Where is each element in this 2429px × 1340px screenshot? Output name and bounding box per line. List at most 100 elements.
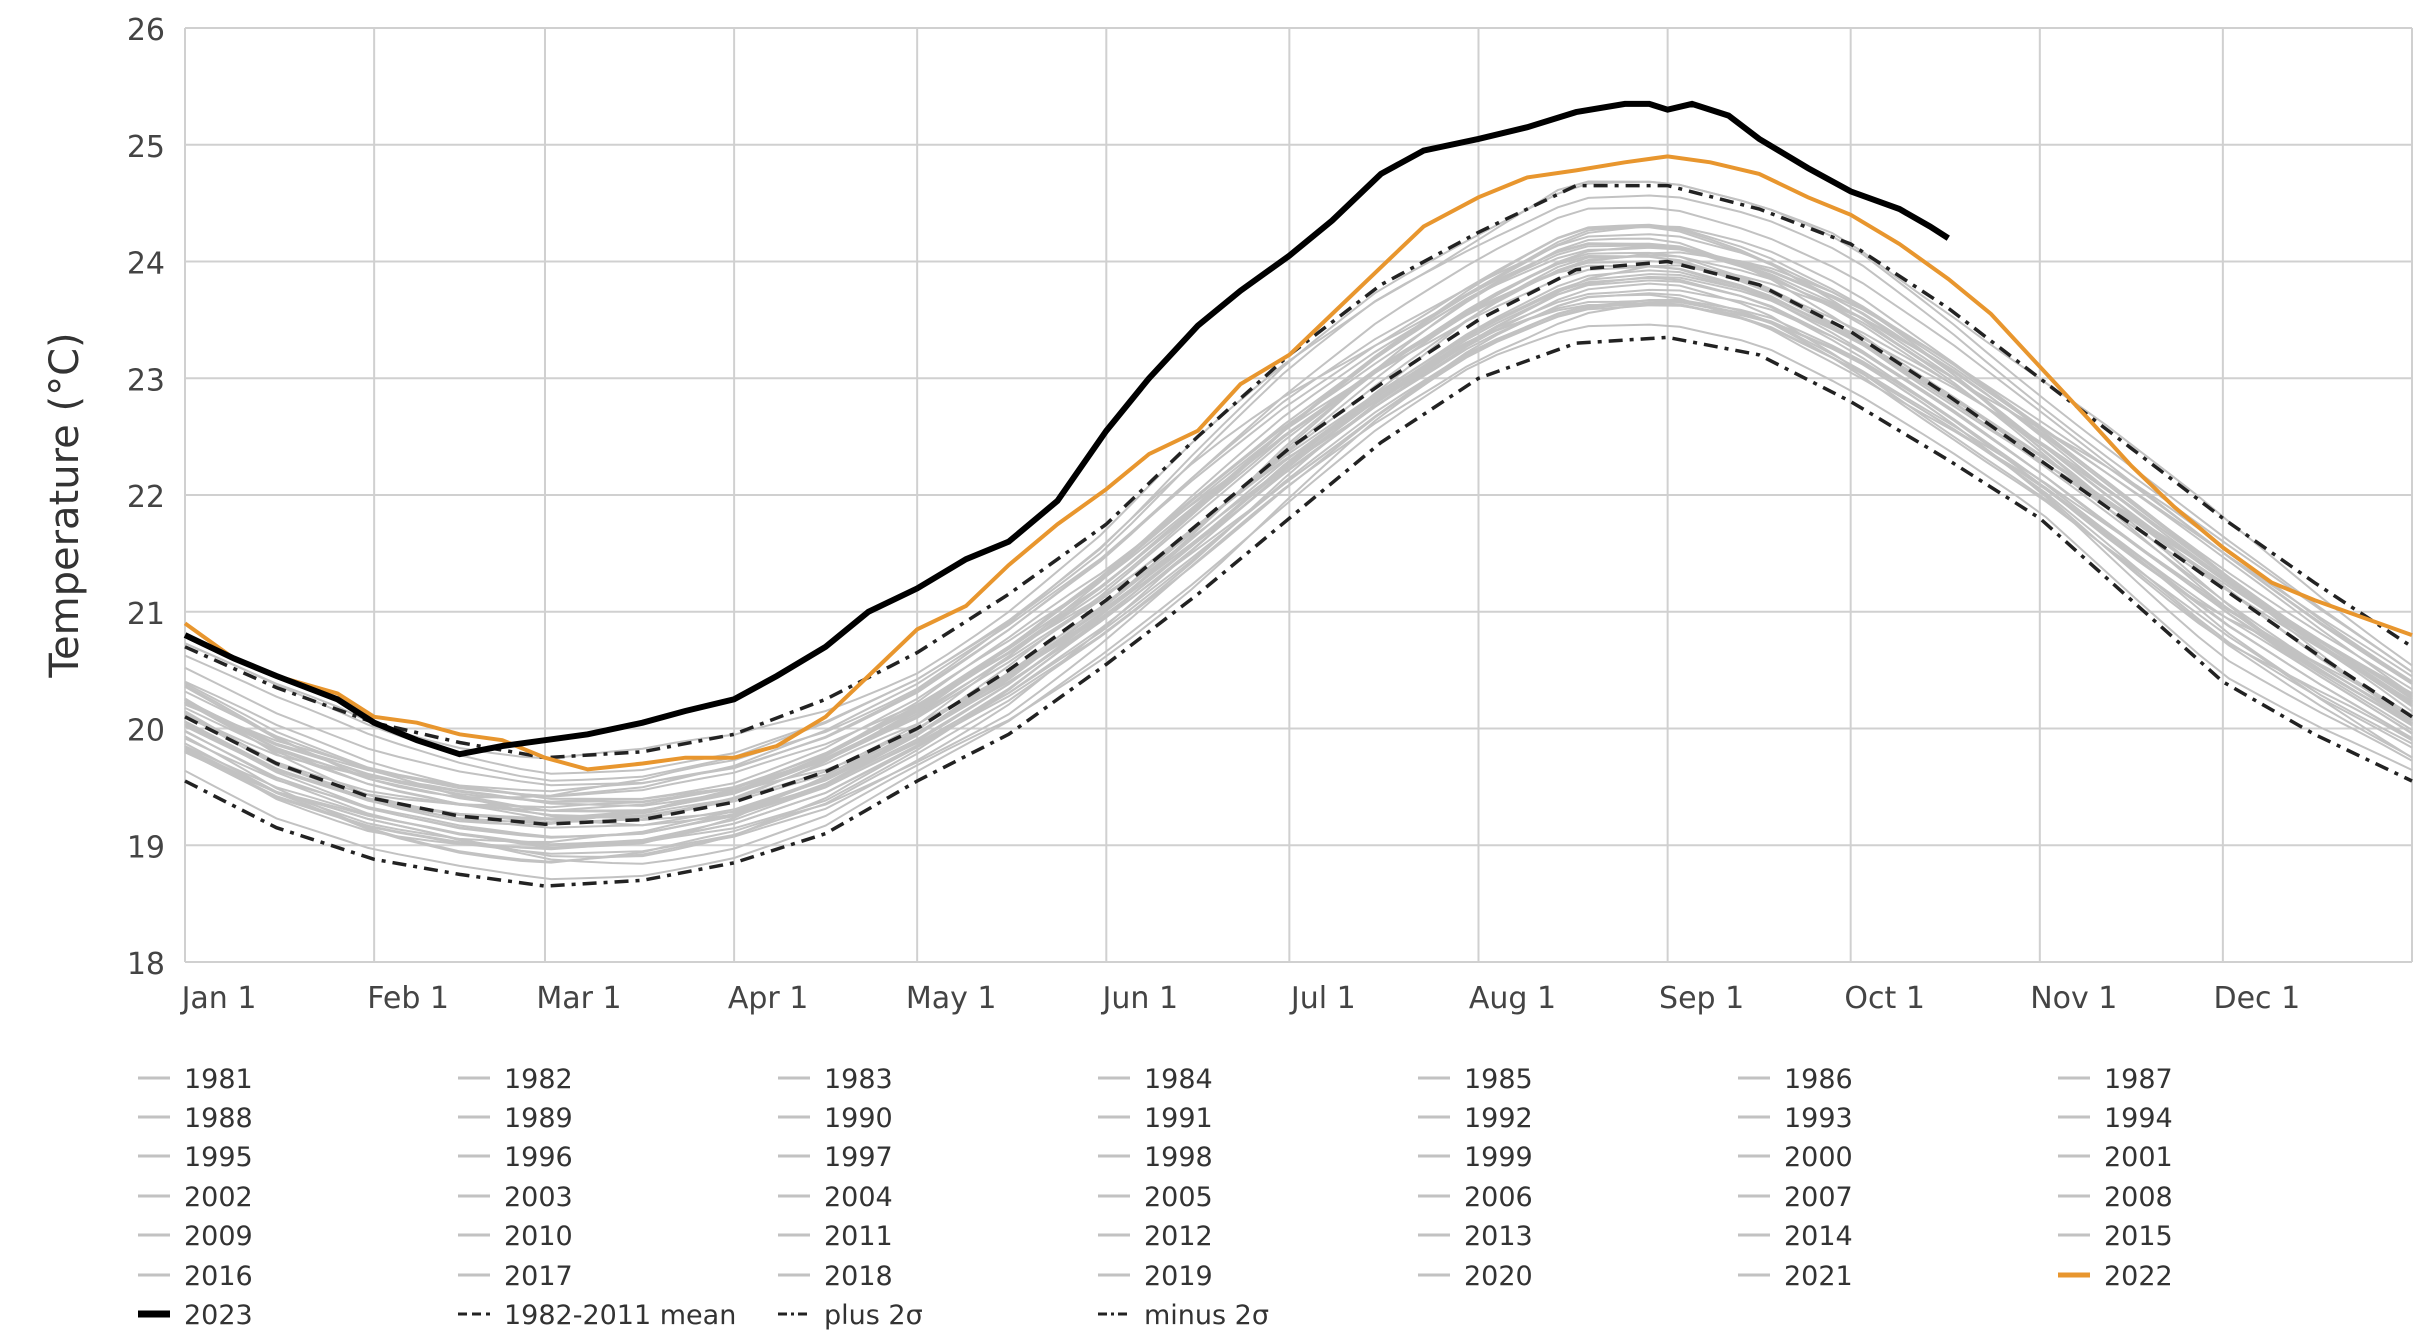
legend-item-1992: 1992 — [1418, 1103, 1533, 1134]
legend-label: 2002 — [184, 1182, 253, 1213]
legend-label: 1996 — [504, 1142, 573, 1173]
legend-label: 2020 — [1464, 1261, 1533, 1292]
legend-item-1988: 1988 — [138, 1103, 253, 1134]
legend-label: 2018 — [824, 1261, 893, 1292]
legend-item-1986: 1986 — [1738, 1064, 1853, 1095]
legend-item-1989: 1989 — [458, 1103, 573, 1134]
series-line-2005 — [184, 245, 2413, 812]
series-line-1992 — [184, 276, 2413, 847]
legend-label: 1986 — [1784, 1064, 1853, 1095]
series-line-2021 — [184, 226, 2413, 803]
legend-item-2011: 2011 — [778, 1221, 893, 1252]
legend-item-2004: 2004 — [778, 1182, 893, 1213]
legend-item-2006: 2006 — [1418, 1182, 1533, 1213]
legend-item-2008: 2008 — [2058, 1182, 2173, 1213]
legend-item-1990: 1990 — [778, 1103, 893, 1134]
series-line-1986 — [184, 298, 2413, 846]
y-tick-label: 26 — [127, 13, 165, 48]
legend-item-2007: 2007 — [1738, 1182, 1853, 1213]
legend-item-mean: 1982-2011 mean — [458, 1300, 736, 1331]
legend-item-minus-2sigma: minus 2σ — [1098, 1300, 1269, 1331]
y-tick-label: 20 — [127, 714, 165, 749]
legend-item-2013: 2013 — [1418, 1221, 1533, 1252]
legend-item-1994: 1994 — [2058, 1103, 2173, 1134]
legend-label: 1985 — [1464, 1064, 1533, 1095]
legend-item-1987: 1987 — [2058, 1064, 2173, 1095]
legend-item-2017: 2017 — [458, 1261, 573, 1292]
series-line-2018 — [184, 254, 2413, 809]
series-line-1982 — [184, 251, 2413, 819]
series-line-1995 — [184, 273, 2413, 820]
y-tick-label: 21 — [127, 597, 165, 632]
x-tick-label: Nov 1 — [2030, 981, 2117, 1016]
legend-label: 1995 — [184, 1142, 253, 1173]
legend-label: 1990 — [824, 1103, 893, 1134]
series-line-2012 — [184, 194, 2413, 782]
legend-label: 2004 — [824, 1182, 893, 1213]
legend-label: 2000 — [1784, 1142, 1853, 1173]
series-line-1982-2011-mean — [184, 259, 2413, 826]
y-tick-label: 22 — [127, 480, 165, 515]
series-line-2023 — [183, 100, 1950, 758]
legend-item-2016: 2016 — [138, 1261, 253, 1292]
series-line-2004 — [184, 303, 2413, 849]
y-tick-label: 23 — [127, 363, 165, 398]
legend-item-2014: 2014 — [1738, 1221, 1853, 1252]
legend-item-plus-2sigma: plus 2σ — [778, 1300, 923, 1331]
series-line-minus-2- — [184, 335, 2413, 888]
legend: 1981 1982 1983 1984 1985 1986 1987 1988 1989 1990… — [138, 1064, 2173, 1331]
series-line-1981 — [184, 242, 2413, 827]
legend-label: 2016 — [184, 1261, 253, 1292]
series-line-1985 — [184, 323, 2413, 881]
legend-item-1996: 1996 — [458, 1142, 573, 1173]
legend-item-1981: 1981 — [138, 1064, 253, 1095]
series-line-2008 — [184, 293, 2413, 849]
series-line-2010 — [184, 259, 2413, 807]
legend-label: plus 2σ — [824, 1300, 923, 1331]
legend-label: 2013 — [1464, 1221, 1533, 1252]
legend-item-2003: 2003 — [458, 1182, 573, 1213]
series-line-1996 — [184, 251, 2413, 829]
legend-item-2023: 2023 — [138, 1300, 253, 1331]
legend-label: 2019 — [1144, 1261, 1213, 1292]
legend-item-2019: 2019 — [1098, 1261, 1213, 1292]
series-line-2014 — [184, 223, 2413, 793]
x-tick-label: Dec 1 — [2214, 981, 2301, 1016]
legend-item-1999: 1999 — [1418, 1142, 1533, 1173]
legend-label: 1987 — [2104, 1064, 2173, 1095]
y-tick-label: 25 — [127, 130, 165, 165]
legend-label: 2022 — [2104, 1261, 2173, 1292]
series-line-1983 — [184, 246, 2413, 813]
legend-item-2010: 2010 — [458, 1221, 573, 1252]
legend-label: 1994 — [2104, 1103, 2173, 1134]
series-line-2017 — [184, 292, 2413, 844]
legend-item-2021: 2021 — [1738, 1261, 1853, 1292]
gridlines — [184, 27, 2413, 963]
x-tick-label: Jan 1 — [180, 981, 257, 1016]
series-line-2011 — [184, 206, 2413, 787]
legend-item-2001: 2001 — [2058, 1142, 2173, 1173]
legend-item-2009: 2009 — [138, 1221, 253, 1252]
legend-item-1995: 1995 — [138, 1142, 253, 1173]
legend-label: 1997 — [824, 1142, 893, 1173]
legend-label: 1982-2011 mean — [504, 1300, 736, 1331]
series-line-1998 — [184, 254, 2413, 804]
legend-label: 2021 — [1784, 1261, 1853, 1292]
legend-label: 2006 — [1464, 1182, 1533, 1213]
y-tick-label: 24 — [127, 247, 165, 282]
x-tick-label: May 1 — [906, 981, 997, 1016]
legend-item-1991: 1991 — [1098, 1103, 1213, 1134]
series-line-2002 — [184, 299, 2413, 858]
legend-item-2015: 2015 — [2058, 1221, 2173, 1252]
legend-item-2000: 2000 — [1738, 1142, 1853, 1173]
series-line-1984 — [184, 304, 2413, 865]
x-tick-label: Apr 1 — [728, 981, 809, 1016]
legend-item-1982: 1982 — [458, 1064, 573, 1095]
series-line-2019 — [184, 279, 2413, 839]
axes: 18 19 20 21 22 23 24 25 26 Jan 1 Feb 1 Mar 1 Apr 1 Ma… — [127, 13, 2300, 1016]
legend-label: minus 2σ — [1144, 1300, 1269, 1331]
legend-label: 1991 — [1144, 1103, 1213, 1134]
legend-label: 1983 — [824, 1064, 893, 1095]
legend-label: 2023 — [184, 1300, 253, 1331]
